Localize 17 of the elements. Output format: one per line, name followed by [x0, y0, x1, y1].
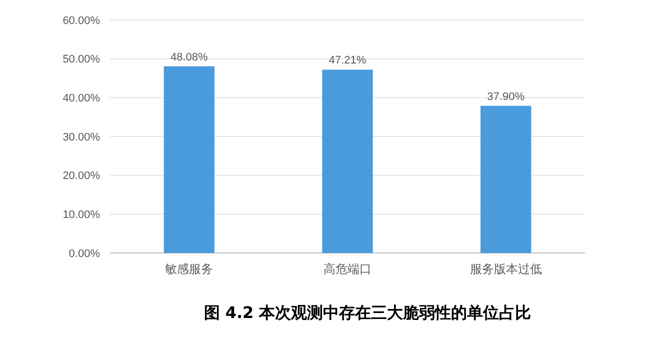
y-tick-label: 20.00%	[62, 170, 100, 182]
y-tick-label: 10.00%	[62, 209, 100, 222]
bar	[164, 66, 214, 253]
x-tick-label: 服务版本过低	[470, 262, 542, 276]
bar	[480, 106, 532, 253]
y-tick-label: 60.00%	[62, 14, 100, 27]
data-label: 48.08%	[170, 51, 208, 64]
y-tick-label: 40.00%	[62, 92, 100, 105]
y-tick-label: 0.00%	[68, 248, 100, 260]
y-tick-label: 30.00%	[62, 131, 100, 144]
y-tick-label: 50.00%	[62, 54, 100, 66]
data-label: 37.90%	[487, 90, 525, 103]
x-tick-label: 高危端口	[324, 262, 372, 276]
text: 图 4.2 本次观测中存在三大脆弱性的单位占比	[204, 303, 532, 322]
bar	[322, 70, 373, 253]
x-tick-label: 敏感服务	[165, 262, 214, 276]
data-label: 47.21%	[328, 54, 366, 67]
